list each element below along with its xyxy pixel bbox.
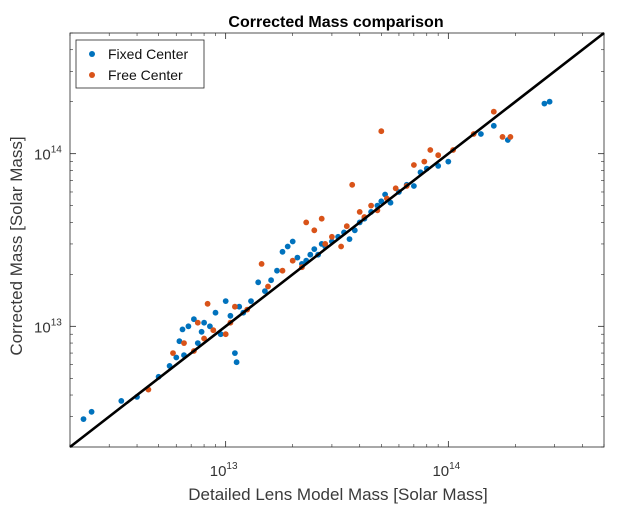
scatter-point-fixed-center (88, 408, 95, 415)
scatter-point-free-center (232, 303, 238, 310)
scatter-point-fixed-center (279, 248, 286, 255)
scatter-point-fixed-center (80, 416, 87, 422)
scatter-point-free-center (343, 223, 350, 230)
scatter-point-free-center (499, 134, 506, 140)
scatter-point-free-center (411, 162, 417, 168)
scatter-point-fixed-center (445, 158, 452, 165)
legend-box (75, 39, 205, 89)
scatter-point-fixed-center (346, 236, 353, 243)
legend-label: Free Center (108, 67, 183, 83)
scatter-point-fixed-center (207, 323, 213, 330)
scatter-point-fixed-center (478, 131, 484, 137)
y-axis-title: Corrected Mass [Solar Mass] (7, 136, 26, 355)
scatter-point-fixed-center (222, 298, 229, 304)
scatter-point-fixed-center (490, 122, 497, 129)
scatter-point-fixed-center (191, 316, 197, 323)
scatter-point-fixed-center (173, 354, 180, 361)
scatter-point-free-center (338, 243, 344, 250)
scatter-point-fixed-center (118, 398, 125, 404)
scatter-point-free-center (204, 300, 211, 307)
x-tick-label: 1013 (210, 461, 238, 480)
legend-label: Fixed Center (108, 46, 188, 62)
scatter-point-fixed-center (194, 340, 201, 346)
one-to-one-line (69, 31, 605, 449)
scatter-point-fixed-center (411, 183, 417, 189)
scatter-point-free-center (318, 215, 325, 222)
scatter-point-free-center (194, 319, 201, 326)
scatter-point-free-center (303, 219, 310, 226)
scatter-point-free-center (349, 181, 356, 188)
scatter-point-fixed-center (255, 279, 262, 286)
scatter-point-fixed-center (294, 254, 301, 261)
scatter-point-free-center (170, 350, 176, 356)
scatter-point-free-center (421, 158, 428, 165)
scatter-point-fixed-center (212, 309, 219, 316)
scatter-point-fixed-center (176, 338, 183, 345)
legend-marker (89, 72, 95, 78)
scatter-point-free-center (356, 209, 363, 215)
x-axis-title: Detailed Lens Model Mass [Solar Mass] (188, 485, 488, 504)
scatter-point-fixed-center (274, 267, 280, 274)
scatter-point-free-center (289, 257, 296, 264)
scatter-point-fixed-center (378, 198, 385, 205)
scatter-point-free-center (258, 261, 265, 267)
scatter-point-fixed-center (179, 326, 186, 333)
scatter-point-fixed-center (232, 350, 238, 356)
x-tick-label: 1014 (432, 461, 460, 480)
scatter-point-fixed-center (198, 328, 205, 335)
y-tick-label: 1013 (34, 317, 62, 336)
scatter-point-fixed-center (311, 246, 318, 253)
scatter-point-free-center (210, 327, 217, 334)
scatter-point-free-center (322, 241, 329, 247)
scatter-point-free-center (222, 331, 229, 338)
scatter-point-fixed-center (233, 359, 240, 366)
scatter-point-free-center (181, 340, 187, 346)
scatter-point-fixed-center (227, 312, 234, 319)
plot-area: 1013 1014 1013 1014 (34, 31, 605, 480)
scatter-point-free-center (311, 227, 318, 234)
legend-marker (89, 51, 95, 57)
scatter-point-fixed-center (289, 238, 296, 245)
chart-title: Corrected Mass comparison (228, 14, 443, 31)
scatter-point-free-center (490, 108, 497, 115)
scatter-point-free-center (201, 335, 208, 342)
scatter-point-fixed-center (435, 163, 442, 169)
scatter-point-fixed-center (185, 323, 192, 330)
scatter-point-free-center (427, 147, 434, 153)
scatter-point-free-center (507, 134, 514, 140)
scatter-point-fixed-center (268, 277, 274, 284)
scatter-point-fixed-center (201, 319, 208, 326)
scatter-point-free-center (279, 267, 286, 274)
scatter-point-fixed-center (262, 288, 268, 294)
scatter-point-fixed-center (284, 243, 291, 250)
legend: Fixed Center Free Center (75, 39, 205, 89)
scatter-point-free-center (378, 128, 385, 135)
scatter-point-free-center (368, 202, 374, 209)
scatter-point-fixed-center (248, 298, 254, 304)
plot-frame (69, 32, 605, 448)
scatter-point-free-center (265, 283, 271, 290)
scatter-point-free-center (329, 233, 335, 240)
scatter-point-free-center (435, 152, 442, 159)
scatter-point-fixed-center (307, 251, 314, 258)
scatter-point-fixed-center (541, 100, 548, 107)
y-tick-label: 1014 (34, 145, 62, 164)
scatter-point-fixed-center (236, 303, 243, 310)
scatter-point-free-center (392, 185, 399, 192)
scatter-point-fixed-center (546, 98, 553, 105)
